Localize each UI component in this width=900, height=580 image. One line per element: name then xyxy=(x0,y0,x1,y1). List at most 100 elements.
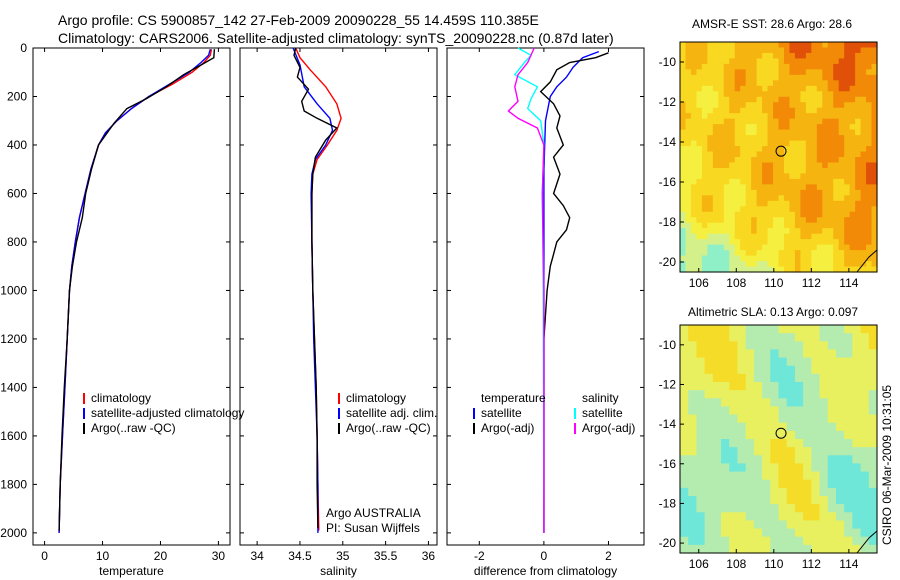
map-cell xyxy=(852,390,862,399)
map-cell xyxy=(822,91,829,98)
map-cell xyxy=(762,463,771,473)
map-cell xyxy=(762,151,769,158)
map-cell xyxy=(838,189,845,196)
map-cell xyxy=(718,239,725,246)
map-cell xyxy=(805,178,812,185)
map-cell xyxy=(737,455,747,465)
map-cell xyxy=(811,398,821,408)
map-cell xyxy=(740,69,747,76)
map-cell xyxy=(773,222,780,229)
map-cell xyxy=(849,42,856,49)
map-cell xyxy=(822,255,829,262)
map-cell xyxy=(751,63,758,70)
map-cell xyxy=(701,189,708,196)
map-cell xyxy=(822,47,829,54)
map-cell xyxy=(707,211,714,218)
map-cell xyxy=(737,439,747,448)
map-cell xyxy=(786,382,796,391)
map-cell xyxy=(855,195,862,202)
map-cell xyxy=(756,173,763,180)
map-cell xyxy=(762,74,769,81)
map-cell xyxy=(685,96,692,103)
map-cell xyxy=(767,211,774,218)
map-cell xyxy=(729,151,736,158)
map-cell xyxy=(783,266,791,273)
map-cell xyxy=(778,487,788,497)
map-cell xyxy=(696,228,703,235)
map-cell xyxy=(721,341,730,351)
y-tick-label-depth: 0 xyxy=(20,41,27,55)
map-cell xyxy=(800,200,807,207)
map-cell xyxy=(756,58,763,65)
map-cell xyxy=(696,544,706,554)
map-cell xyxy=(786,325,796,334)
map-cell xyxy=(833,195,840,202)
map-cell xyxy=(696,349,706,359)
map-cell xyxy=(822,200,829,207)
map-cell xyxy=(783,69,791,76)
map-cell xyxy=(789,47,796,54)
diff-legend-temperature-header: temperature xyxy=(481,391,546,405)
map-cell xyxy=(794,222,801,229)
map-cell xyxy=(762,349,771,359)
map-cell xyxy=(778,74,785,81)
map-cell xyxy=(819,439,829,448)
map-cell xyxy=(783,233,791,240)
map-cell xyxy=(844,414,853,424)
map-cell xyxy=(718,233,725,240)
map-cell xyxy=(762,528,771,538)
map-cell xyxy=(819,325,829,334)
map-cell xyxy=(805,266,812,273)
map-cell xyxy=(707,80,714,87)
map-cell xyxy=(778,228,785,235)
map-cell xyxy=(756,217,763,224)
map-cell xyxy=(712,439,722,448)
map-cell xyxy=(849,52,856,60)
map-cell xyxy=(786,520,796,530)
map-cell xyxy=(805,157,812,164)
map-cell xyxy=(680,189,687,196)
map-cell xyxy=(794,341,804,351)
map-cell xyxy=(737,373,747,383)
argo-australia-annotation: Argo AUSTRALIA xyxy=(326,506,421,520)
map-y-tick-label: -20 xyxy=(659,536,677,550)
map-cell xyxy=(734,266,741,273)
map-cell xyxy=(773,211,780,218)
map-cell xyxy=(794,357,804,367)
map-cell xyxy=(811,357,821,367)
map-cell xyxy=(816,178,823,185)
map-cell xyxy=(762,447,771,456)
map-cell xyxy=(871,217,878,224)
map-cell xyxy=(762,167,769,175)
map-cell xyxy=(745,447,755,456)
map-cell xyxy=(852,487,862,497)
map-cell xyxy=(778,528,788,538)
map-cell xyxy=(723,47,730,54)
map-cell xyxy=(773,228,780,235)
map-cell xyxy=(827,512,837,522)
map-cell xyxy=(811,74,818,81)
map-cell xyxy=(833,178,840,185)
map-cell xyxy=(868,365,878,375)
map-cell xyxy=(794,47,801,54)
map-cell xyxy=(729,463,739,473)
map-cell xyxy=(844,107,851,114)
map-cell xyxy=(723,102,730,109)
map-cell xyxy=(745,42,752,49)
map-cell xyxy=(745,74,752,81)
map-cell xyxy=(680,373,689,383)
map-cell xyxy=(718,162,725,169)
map-cell xyxy=(734,233,741,240)
map-cell xyxy=(871,206,878,213)
map-cell xyxy=(789,69,796,76)
map-cell xyxy=(729,422,739,432)
map-cell xyxy=(701,69,708,76)
map-cell xyxy=(860,430,870,440)
map-cell xyxy=(860,471,870,481)
temp-legend-item-label: Argo(..raw -QC) xyxy=(91,421,176,435)
map-cell xyxy=(819,390,829,399)
map-cell xyxy=(860,178,867,185)
map-cell xyxy=(707,140,714,147)
map-cell xyxy=(718,129,725,136)
map-cell xyxy=(868,439,878,448)
